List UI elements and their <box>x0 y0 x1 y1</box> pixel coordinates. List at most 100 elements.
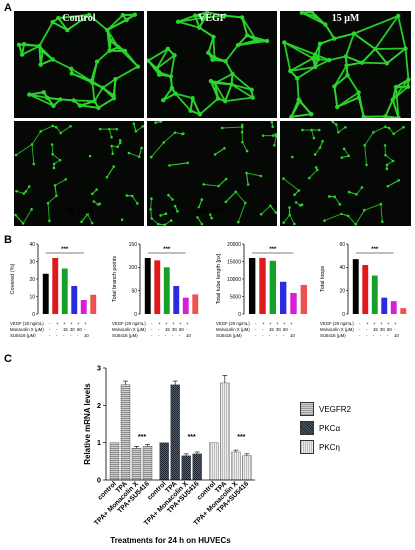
tube-node <box>293 222 296 226</box>
tube-node <box>94 59 100 64</box>
tube-segment <box>207 36 215 54</box>
tube-node <box>344 125 347 129</box>
tube-segment <box>334 196 341 205</box>
tube-node <box>173 204 177 208</box>
tube-segment <box>241 141 248 152</box>
bar <box>269 260 277 314</box>
tube-node <box>223 59 228 64</box>
tube-segment <box>212 36 216 58</box>
tube-segment <box>231 83 254 99</box>
y-axis-label: Relative mRNA levels <box>83 383 92 465</box>
tube-node <box>118 141 122 145</box>
y-tick-label: 30 <box>29 259 35 265</box>
tube-segment <box>135 125 144 132</box>
treatment-cell: + <box>158 321 161 326</box>
tube-node <box>250 95 255 100</box>
tube-node <box>293 193 296 197</box>
tube-node <box>14 153 18 157</box>
bar <box>173 286 180 314</box>
tube-segment <box>260 205 271 215</box>
bar <box>154 260 161 314</box>
treatment-cell: 15 <box>373 327 378 332</box>
treatment-cell: - <box>49 333 51 338</box>
y-tick-label: 0 <box>134 312 137 318</box>
bar <box>120 384 131 481</box>
treatment-row: VEGF (20 ng/mL) - + + + + + <box>216 321 316 327</box>
tube-segment <box>355 209 365 225</box>
tube-segment <box>237 34 248 46</box>
tube-segment <box>387 179 399 187</box>
tube-node <box>141 125 144 128</box>
tube-node <box>323 219 326 222</box>
tube-segment <box>346 61 363 67</box>
tube-segment <box>71 72 93 84</box>
tube-segment <box>169 162 188 166</box>
treatment-cell: + <box>262 321 265 326</box>
tube-node <box>15 189 18 193</box>
treatment-row: SU5416 (μM) - - - - -10 <box>10 333 110 339</box>
treatment-table-3: VEGF (20 ng/mL) - + + + + + Monacolin X (μM) - -1… <box>216 321 316 339</box>
micrograph-label-su5416: SU5416 <box>329 206 362 217</box>
treatment-cell: + <box>84 321 87 326</box>
treatment-cell: 30 <box>380 327 385 332</box>
treatment-cell: + <box>380 321 383 326</box>
tube-node <box>110 144 113 148</box>
treatment-row: VEGF (20 ng/mL) - + + + + + <box>10 321 110 327</box>
tube-segment <box>205 14 225 19</box>
tube-node <box>236 220 240 224</box>
tube-node <box>40 49 45 54</box>
tube-segment <box>210 80 219 99</box>
tube-node <box>135 64 141 69</box>
tube-segment <box>93 87 104 102</box>
y-tick-label: 50 <box>131 288 137 294</box>
treatment-cell: - <box>276 333 278 338</box>
tube-segment <box>336 91 360 108</box>
treatment-cell: + <box>77 321 80 326</box>
bar <box>220 382 230 481</box>
treatment-cell: - <box>394 327 396 332</box>
bar <box>181 455 191 481</box>
tube-node <box>261 134 265 137</box>
tube-node <box>149 208 152 211</box>
tube-node <box>86 12 92 18</box>
y-tick-label: 10000 <box>227 277 241 283</box>
tube-node <box>122 48 128 54</box>
tube-segment <box>54 185 57 196</box>
tube-node <box>149 155 153 159</box>
tube-segment <box>291 113 312 118</box>
tube-segment <box>289 214 295 225</box>
tube-segment <box>311 129 315 139</box>
y-tick-label: 2 <box>97 401 101 410</box>
tube-segment <box>395 86 400 118</box>
tube-segment <box>156 48 169 69</box>
tube-segment <box>231 73 253 91</box>
tube-segment <box>357 92 365 117</box>
tube-node <box>132 12 137 17</box>
tube-node <box>59 131 63 135</box>
tube-segment <box>191 97 201 115</box>
tube-segment <box>283 42 292 72</box>
tube-node <box>386 184 390 188</box>
treatment-cell: - <box>359 321 361 326</box>
tube-segment <box>199 97 219 116</box>
y-tick-label: 40 <box>29 242 35 248</box>
tube-node <box>273 143 276 147</box>
tube-segment <box>106 13 136 31</box>
tube-node <box>313 14 318 19</box>
micrograph-vegf: VEGF <box>147 11 277 118</box>
tube-node <box>111 96 117 101</box>
tube-node <box>69 66 74 72</box>
tube-segment <box>393 126 404 135</box>
micrograph-su5416 <box>280 121 411 226</box>
tube-segment <box>361 48 376 64</box>
bar <box>144 258 151 314</box>
tube-node <box>346 214 350 218</box>
tube-node <box>39 130 42 133</box>
tube-segment <box>237 40 268 47</box>
tube-node <box>208 78 214 84</box>
treatment-cell: - <box>373 333 375 338</box>
bar <box>192 294 199 314</box>
tube-segment <box>314 59 330 68</box>
tube-node <box>136 202 139 205</box>
significance-label: *** <box>61 247 69 253</box>
